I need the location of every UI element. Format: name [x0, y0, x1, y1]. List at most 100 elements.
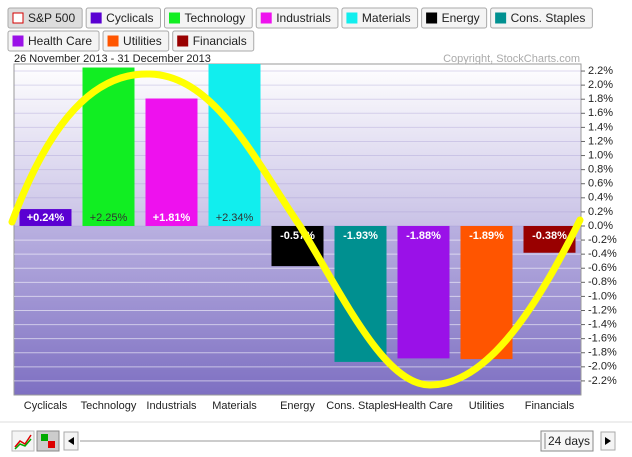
- legend-swatch: [177, 35, 189, 47]
- copyright: Copyright, StockCharts.com: [443, 53, 580, 65]
- y-tick-label: 0.2%: [588, 206, 613, 218]
- legend-label: Energy: [442, 11, 480, 25]
- y-tick-label: 0.0%: [588, 220, 613, 232]
- legend-label: Health Care: [28, 34, 92, 48]
- right-arrow: [605, 437, 611, 445]
- legend-button[interactable]: Energy: [421, 7, 488, 29]
- legend-label: S&P 500: [28, 11, 75, 25]
- legend-button[interactable]: Financials: [172, 30, 255, 52]
- bar: [460, 225, 513, 360]
- legend-swatch: [12, 12, 24, 24]
- period-button[interactable]: [540, 430, 594, 452]
- x-tick-label: Financials: [525, 400, 575, 412]
- y-tick-label: -0.4%: [588, 248, 617, 260]
- y-tick-label: -0.2%: [588, 234, 617, 246]
- legend-swatch: [169, 12, 180, 24]
- legend-button[interactable]: Health Care: [7, 30, 100, 52]
- legend-label: Technology: [185, 11, 246, 25]
- legend-swatch: [346, 12, 358, 24]
- value-label: +2.34%: [216, 212, 254, 224]
- bar-icon: [48, 441, 55, 448]
- value-label: -0.38%: [532, 230, 567, 242]
- legend-button-frame: [172, 30, 255, 52]
- y-tick-label: 1.2%: [588, 135, 613, 147]
- legend-button-frame: [7, 7, 83, 29]
- legend-button[interactable]: Technology: [164, 7, 253, 29]
- value-label: +2.25%: [90, 212, 128, 224]
- bar-icon: [41, 434, 48, 441]
- legend-swatch: [260, 12, 272, 24]
- x-tick-label: Cons. Staples: [326, 400, 395, 412]
- y-tick-label: 1.8%: [588, 93, 613, 105]
- legend-button-frame: [164, 7, 253, 29]
- line-icon: [14, 438, 32, 450]
- legend-label: Cons. Staples: [511, 11, 586, 25]
- legend-button-frame: [102, 30, 170, 52]
- y-tick-label: -0.8%: [588, 276, 617, 288]
- legend-button-frame: [7, 30, 100, 52]
- legend-button-frame: [421, 7, 488, 29]
- y-tick-label: 1.6%: [588, 107, 613, 119]
- bar: [208, 64, 261, 226]
- bar: [145, 98, 198, 226]
- legend-label: Industrials: [276, 11, 331, 25]
- period-label: 24 days: [548, 434, 590, 448]
- y-tick-label: -2.2%: [588, 375, 617, 387]
- legend-button[interactable]: Industrials: [255, 7, 339, 29]
- value-label: +0.24%: [27, 212, 65, 224]
- x-tick-label: Energy: [280, 400, 315, 412]
- line-icon: [14, 434, 32, 448]
- legend-button[interactable]: Utilities: [102, 30, 170, 52]
- legend-button-frame: [490, 7, 593, 29]
- cycle-curve: [8, 70, 584, 389]
- legend-swatch: [90, 12, 102, 24]
- bar: [19, 209, 72, 226]
- legend-button-frame: [341, 7, 419, 29]
- legend-label: Utilities: [123, 34, 162, 48]
- legend-swatch: [495, 12, 507, 24]
- plot: +0.24% +2.25% +1.81% +2.34%-0.57% -1.93% -1.8…: [19, 64, 576, 362]
- legend-button[interactable]: Cyclicals: [85, 7, 161, 29]
- legend-label: Financials: [193, 34, 247, 48]
- y-tick-label: 1.4%: [588, 121, 613, 133]
- legend-button[interactable]: Cons. Staples: [490, 7, 593, 29]
- x-tick-label: Materials: [212, 400, 257, 412]
- x-tick-label: Utilities: [469, 400, 505, 412]
- y-tick-label: 2.2%: [588, 65, 613, 77]
- legend-button-frame: [255, 7, 339, 29]
- legend-swatch: [426, 12, 438, 24]
- legend-button[interactable]: Materials: [341, 7, 419, 29]
- x-tick-label: Industrials: [146, 400, 197, 412]
- legend-swatch: [107, 35, 119, 47]
- legend-button-frame: [85, 7, 161, 29]
- y-tick-label: 0.6%: [588, 178, 613, 190]
- date-range: 26 November 2013 - 31 December 2013: [14, 53, 211, 65]
- x-tick-label: Technology: [81, 400, 137, 412]
- bar: [397, 225, 450, 359]
- y-tick-label: -1.0%: [588, 290, 617, 302]
- legend-swatch: [12, 35, 24, 47]
- legend-button[interactable]: S&P 500: [7, 7, 83, 29]
- value-label: -1.88%: [406, 230, 441, 242]
- legend-label: Materials: [362, 11, 411, 25]
- y-tick-label: -2.0%: [588, 361, 617, 373]
- legend-label: Cyclicals: [106, 11, 153, 25]
- value-label: -1.93%: [343, 230, 378, 242]
- y-tick-label: 2.0%: [588, 79, 613, 91]
- x-tick-label: Cyclicals: [24, 400, 68, 412]
- x-tick-label: Health Care: [394, 400, 453, 412]
- y-tick-label: -0.6%: [588, 262, 617, 274]
- left-arrow: [68, 437, 74, 445]
- y-tick-label: -1.8%: [588, 347, 617, 359]
- y-tick-label: -1.6%: [588, 333, 617, 345]
- y-tick-label: -1.2%: [588, 304, 617, 316]
- y-tick-label: 0.4%: [588, 192, 613, 204]
- chart-type-buttons[interactable]: [11, 430, 60, 452]
- value-label: -1.89%: [469, 230, 504, 242]
- y-tick-label: 1.0%: [588, 149, 613, 161]
- y-tick-label: 0.8%: [588, 164, 613, 176]
- value-label: +1.81%: [153, 212, 191, 224]
- y-tick-label: -1.4%: [588, 318, 617, 330]
- plot-border: [13, 63, 582, 396]
